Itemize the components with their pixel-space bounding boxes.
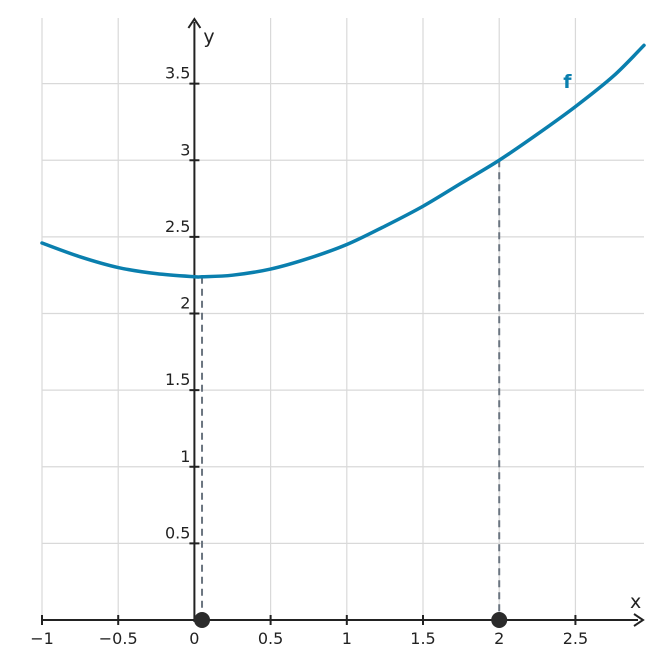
y-axis-label: y [203,26,214,48]
x-tick-label: 2.5 [563,629,588,648]
y-tick-label: 2 [180,294,190,313]
y-axis-arrow [187,17,202,29]
x-tick-label: −0.5 [99,629,138,648]
y-tick-label: 2.5 [165,217,190,236]
y-tick-label: 1 [180,447,190,466]
series-group [40,43,646,279]
x-tick-label: −1 [30,629,54,648]
marked-points [194,612,508,628]
y-tick-label: 1.5 [165,370,190,389]
axes: x y [42,17,645,627]
function-label: f [563,71,572,93]
x-axis-arrow [633,613,645,627]
grid [41,18,644,620]
y-tick-label: 3 [180,140,190,159]
guide-lines [201,160,501,620]
x-tick-label: 2 [494,629,504,648]
x-tick-label: 1.5 [410,629,435,648]
marked-point [491,612,508,628]
ticks: −1 −0.5 0 0.5 1 1.5 2 2.5 0.5 1 1.5 2 2.5 3 3.5 [30,64,588,648]
series-line-f [40,43,646,279]
y-tick-label: 0.5 [165,523,190,542]
x-tick-label: 0.5 [258,629,283,648]
x-axis-label: x [630,591,641,613]
marked-point [194,612,211,628]
y-tick-label: 3.5 [165,64,190,83]
x-tick-label: 1 [342,629,352,648]
x-tick-label: 0 [189,629,199,648]
